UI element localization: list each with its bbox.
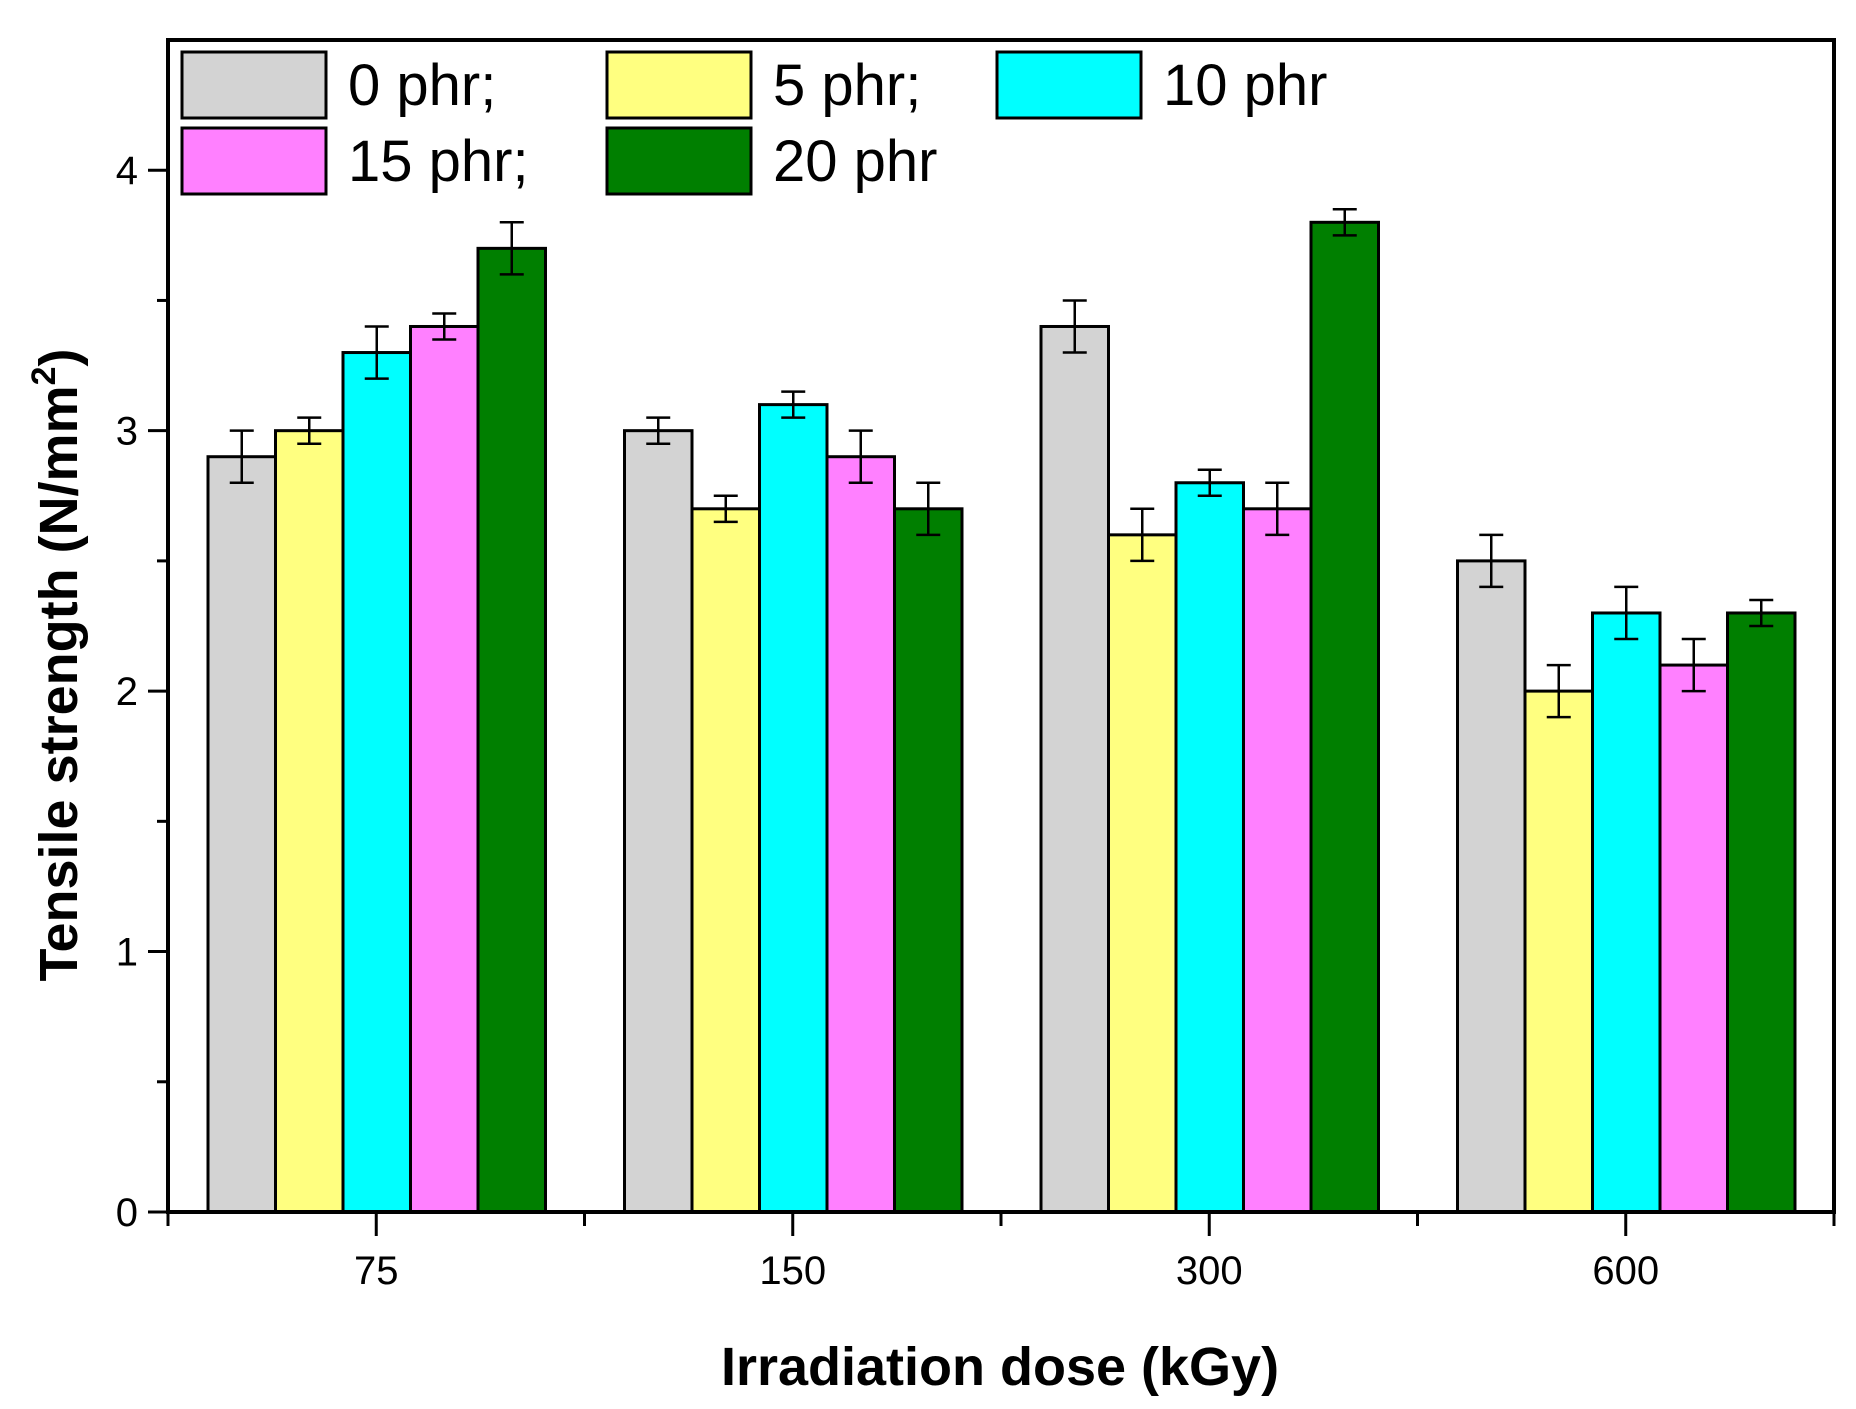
legend-label-0phr: 0 phr;	[348, 53, 496, 118]
bar-5phr-75	[274, 429, 345, 1214]
bar-10phr-75	[341, 351, 412, 1214]
legend: 0 phr; 5 phr; 10 phr 15 phr; 20 phr	[180, 50, 1327, 196]
legend-label-5phr: 5 phr;	[773, 53, 921, 118]
bar-10phr-600	[1591, 611, 1662, 1214]
y-tick-label-0: 0	[116, 1191, 138, 1235]
x-tick-label-300: 300	[1176, 1249, 1243, 1293]
bar-15phr-300	[1242, 507, 1313, 1214]
bar-5phr-150	[690, 507, 761, 1214]
y-axis-title-superscript: 2	[25, 366, 63, 385]
tick-labels-layer: 0 1 2 3 4 75 150 300 600	[116, 149, 1659, 1293]
x-tick-label-75: 75	[354, 1249, 399, 1293]
legend-swatch-20phr	[605, 126, 753, 196]
bar-0phr-150	[623, 429, 694, 1214]
bar-0phr-75	[206, 455, 277, 1214]
legend-swatch-5phr	[605, 50, 753, 120]
axes-layer	[148, 38, 1836, 1236]
legend-label-10phr: 10 phr	[1163, 53, 1327, 118]
bar-0phr-600	[1456, 559, 1527, 1214]
bar-10phr-300	[1174, 481, 1245, 1214]
bar-0phr-300	[1039, 324, 1110, 1214]
legend-swatch-10phr	[995, 50, 1143, 120]
bars-layer	[206, 220, 1797, 1214]
bar-10phr-150	[758, 403, 829, 1214]
x-tick-label-150: 150	[759, 1249, 826, 1293]
bar-20phr-150	[893, 507, 964, 1214]
legend-swatch-0phr	[180, 50, 328, 120]
y-axis-title-main: Tensile strength (N/mm	[29, 385, 89, 981]
bar-20phr-600	[1726, 611, 1797, 1214]
y-tick-label-1: 1	[116, 931, 138, 975]
y-tick-label-3: 3	[116, 410, 138, 454]
x-tick-label-600: 600	[1592, 1249, 1659, 1293]
bar-15phr-150	[825, 455, 896, 1214]
x-axis-title: Irradiation dose (kGy)	[721, 1337, 1279, 1397]
legend-label-15phr: 15 phr;	[348, 129, 529, 194]
y-axis-title-close: )	[29, 349, 89, 367]
bar-15phr-75	[409, 324, 480, 1214]
bar-15phr-600	[1658, 663, 1729, 1214]
bar-5phr-300	[1107, 533, 1178, 1214]
y-axis-title: Tensile strength (N/mm2)	[25, 349, 89, 982]
bar-20phr-75	[476, 246, 547, 1214]
legend-label-20phr: 20 phr	[773, 129, 937, 194]
legend-swatch-15phr	[180, 126, 328, 196]
bar-5phr-600	[1523, 689, 1594, 1214]
y-tick-label-4: 4	[116, 149, 138, 193]
y-tick-label-2: 2	[116, 670, 138, 714]
bar-20phr-300	[1309, 220, 1380, 1214]
error-bars-layer	[229, 208, 1774, 719]
